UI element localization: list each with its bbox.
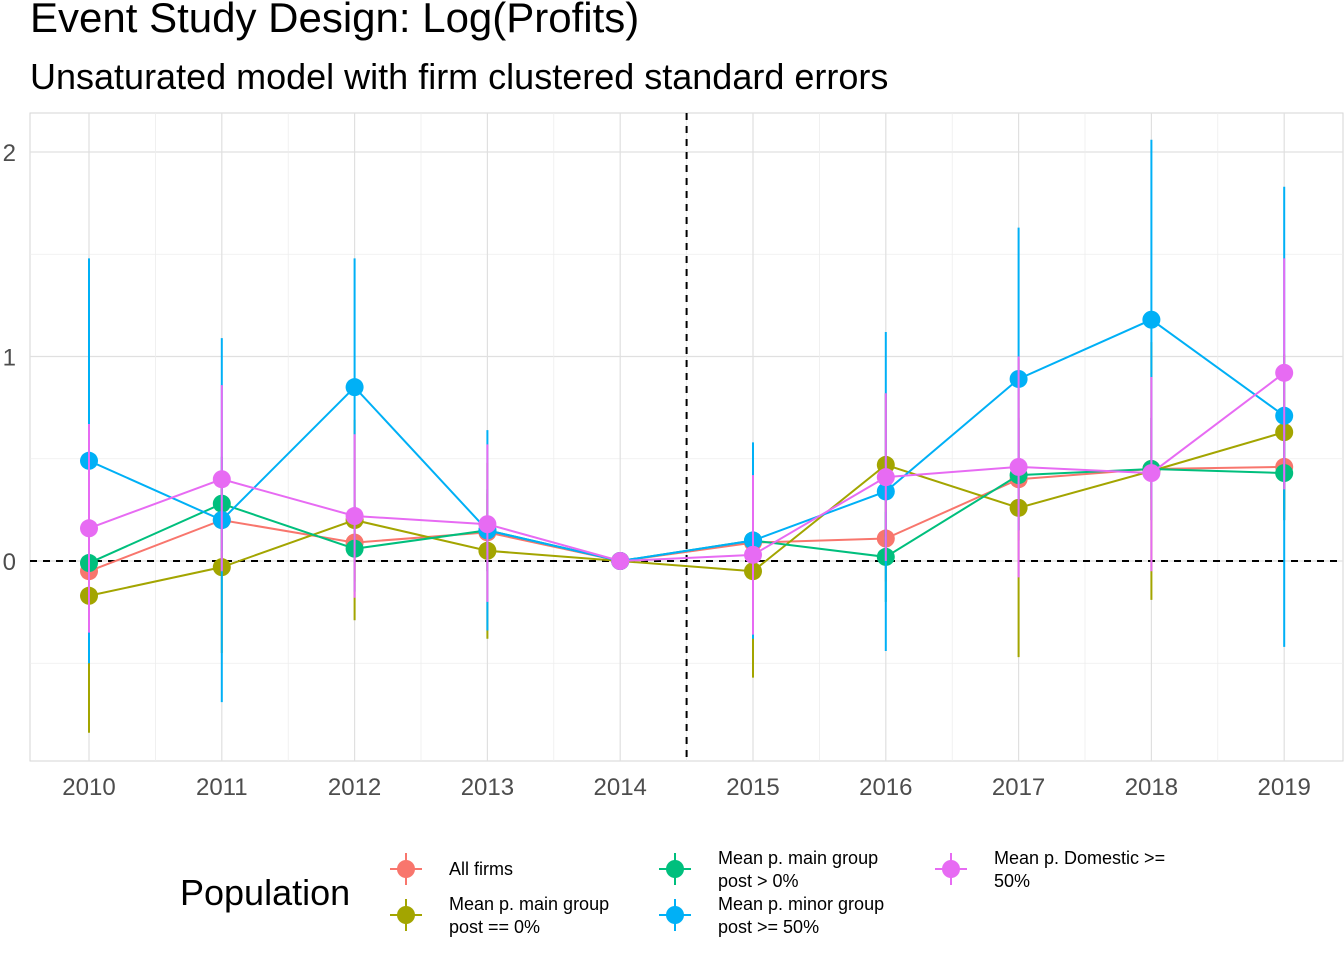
- data-point: [1142, 310, 1161, 329]
- legend-item-label: Mean p. main group post == 0%: [449, 893, 609, 939]
- legend-label-line: Mean p. main group: [449, 894, 610, 914]
- data-point: [80, 519, 98, 538]
- series-line: [88, 431, 1285, 597]
- x-tick-label: 2013: [461, 774, 514, 801]
- legend-key: [390, 899, 422, 931]
- x-tick-label: 2019: [1258, 774, 1311, 801]
- data-point: [1009, 457, 1028, 476]
- data-point: [478, 515, 497, 534]
- x-tick-label: 2017: [992, 774, 1045, 801]
- data-point: [611, 552, 630, 570]
- legend-item-label: All firms: [449, 858, 513, 881]
- legend-key-point: [942, 860, 960, 878]
- legend-key: [659, 899, 691, 931]
- y-tick-label: 1: [3, 345, 16, 372]
- legend-label-line: Mean p. Domestic >=: [994, 848, 1166, 868]
- y-tick-label: 2: [3, 140, 16, 167]
- legend-label-line: post == 0%: [449, 917, 541, 937]
- legend-item-label: Mean p. main group post > 0%: [718, 847, 878, 893]
- legend-label-line: Mean p. minor group: [718, 894, 885, 914]
- x-tick-label: 2018: [1125, 774, 1178, 801]
- x-tick-label: 2012: [328, 774, 381, 801]
- data-point: [345, 507, 364, 526]
- x-tick-label: 2016: [859, 774, 912, 801]
- legend-title: Population: [180, 872, 351, 913]
- data-point: [212, 470, 231, 489]
- data-point: [345, 378, 364, 397]
- series-5: [80, 258, 1294, 635]
- legend-item-label: Mean p. Domestic >= 50%: [994, 847, 1165, 893]
- legend-key: [935, 853, 967, 885]
- chart-subtitle: Unsaturated model with firm clustered st…: [30, 56, 889, 97]
- legend-key: [390, 853, 422, 885]
- series-line: [88, 318, 1285, 563]
- x-tick-label: 2011: [196, 774, 248, 801]
- series-line: [88, 372, 1285, 563]
- legend-label-line: All firms: [449, 859, 513, 879]
- data-point: [876, 468, 895, 487]
- legend-key-point: [666, 860, 684, 878]
- data-point: [1275, 363, 1294, 382]
- x-tick-label: 2015: [726, 774, 779, 801]
- legend-label-line: post > 0%: [718, 871, 799, 891]
- data-point: [1142, 464, 1161, 483]
- legend-key: [659, 853, 691, 885]
- legend-key-point: [397, 906, 415, 924]
- legend-label-line: 50%: [994, 871, 1031, 891]
- legend-label-line: post >= 50%: [718, 917, 820, 937]
- x-tick-label: 2014: [594, 774, 647, 801]
- legend-label-line: Mean p. main group: [718, 848, 879, 868]
- legend-key-point: [666, 906, 684, 924]
- series-line: [88, 465, 1285, 573]
- chart-title: Event Study Design: Log(Profits): [30, 0, 640, 41]
- legend-item-label: Mean p. minor group post >= 50%: [718, 893, 884, 939]
- data-point: [744, 545, 762, 564]
- legend-key-point: [397, 860, 415, 878]
- x-tick-label: 2010: [62, 774, 115, 801]
- y-tick-label: 0: [3, 549, 16, 576]
